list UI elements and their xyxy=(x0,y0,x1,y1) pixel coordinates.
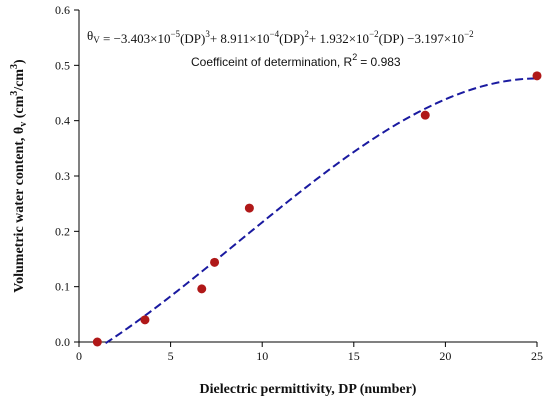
y-tick-label: 0.2 xyxy=(55,224,70,238)
y-axis-title-main: Volumetric water content, θ xyxy=(12,127,27,293)
data-point xyxy=(210,257,220,267)
y-axis-title-unit-a: (cm xyxy=(12,95,27,121)
x-tick-label: 20 xyxy=(439,349,451,363)
x-tick-label: 25 xyxy=(531,349,543,363)
x-tick-label: 0 xyxy=(76,349,82,363)
data-point xyxy=(532,71,542,81)
y-axis-title: Volumetric water content, θv (cm3/cm3) xyxy=(9,59,29,293)
x-axis-title: Dielectric permittivity, DP (number) xyxy=(200,382,417,397)
y-tick-label: 0.5 xyxy=(55,58,70,72)
y-axis-title-unit-sup-a: 3 xyxy=(9,91,20,96)
y-tick-label: 0.6 xyxy=(55,3,70,17)
equation-theta: θ xyxy=(87,28,93,43)
y-tick-label: 0.4 xyxy=(55,114,70,128)
r2-sup: 2 xyxy=(352,52,357,62)
data-point xyxy=(420,110,430,120)
y-axis-title-unit-c: ) xyxy=(12,59,27,64)
y-tick-label: 0.3 xyxy=(55,169,70,183)
fit-curve xyxy=(105,77,538,345)
y-tick-label: 0.0 xyxy=(55,335,70,349)
y-axis-title-sub: v xyxy=(18,122,29,127)
y-tick-label: 0.1 xyxy=(55,280,70,294)
x-ticks: 0 5 10 15 20 25 xyxy=(76,342,543,363)
data-point xyxy=(92,337,102,347)
x-tick-label: 10 xyxy=(256,349,268,363)
y-axis-title-unit-sup-b: 3 xyxy=(9,64,20,69)
y-axis-title-unit-b: /cm xyxy=(12,69,27,92)
data-point xyxy=(140,315,150,325)
equation-theta-sub: V xyxy=(93,35,100,45)
r2-value: = 0.983 xyxy=(360,55,401,69)
data-point xyxy=(244,203,254,213)
y-ticks: 0.0 0.1 0.2 0.3 0.4 0.5 0.6 xyxy=(55,3,79,349)
x-tick-label: 15 xyxy=(348,349,360,363)
r2-label: Coefficeint of determination, R xyxy=(191,55,353,69)
data-points xyxy=(92,71,542,347)
x-tick-label: 5 xyxy=(168,349,174,363)
data-point xyxy=(197,284,207,294)
r2-annotation: Coefficeint of determination, R2 = 0.983 xyxy=(191,52,401,69)
equation-annotation: θV = −3.403×10−5(DP)3+ 8.911×10−4(DP)2+ … xyxy=(87,28,474,46)
